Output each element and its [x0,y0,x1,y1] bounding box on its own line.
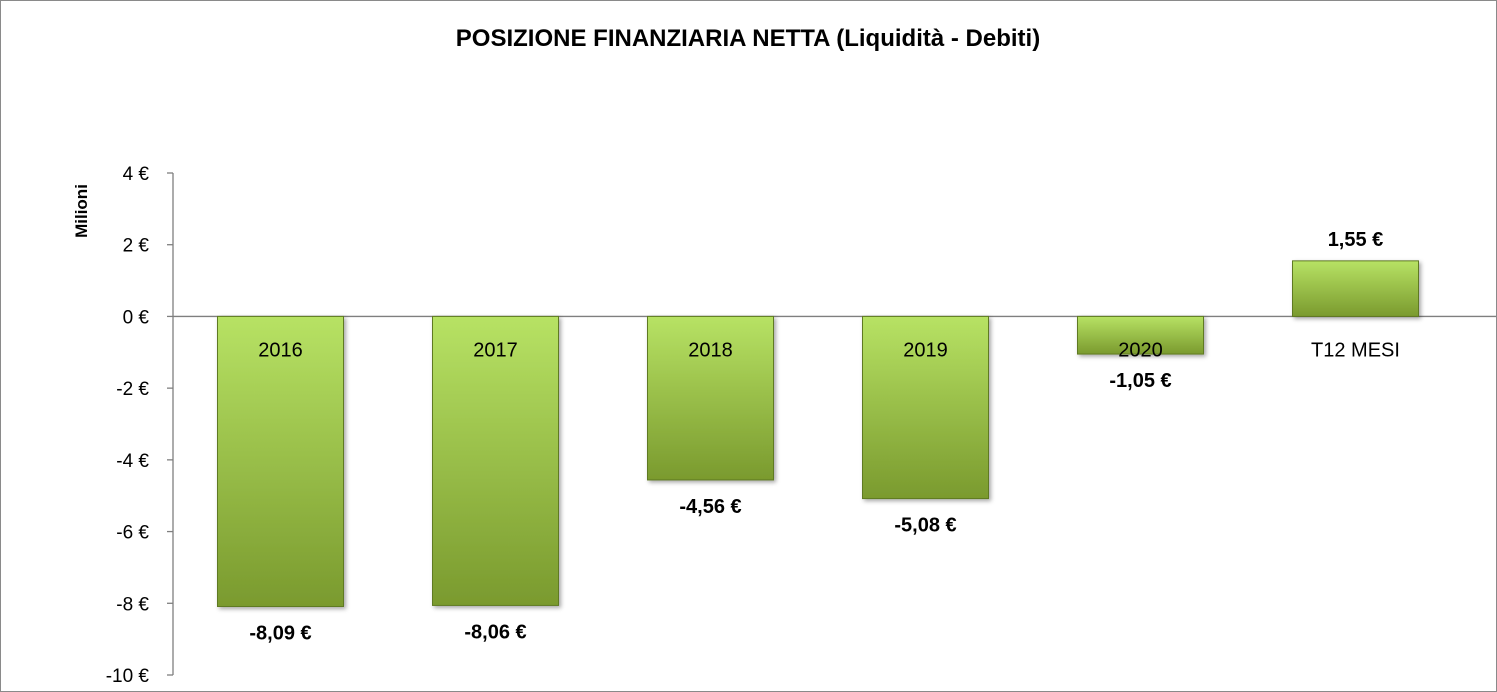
label-layer: 2016 -8,09 € 2017 -8,06 € 2018 -4,56 € 2019 -5,… [249,229,1400,645]
bar-t12-mesi [1292,260,1419,317]
y-tick-label: 4 € [123,164,150,185]
category-label: 2019 [903,339,948,361]
category-label: 2018 [688,339,733,361]
y-axis-label: Milioni [72,184,91,238]
bar-2020 [1077,315,1204,355]
category-label: T12 MESI [1311,339,1400,361]
bar-layer [217,260,1419,608]
data-label: 1,55 € [1328,229,1384,251]
y-tick-label: -10 € [106,666,150,687]
data-label: -5,08 € [894,515,956,537]
bar-2018 [647,315,774,481]
axis-layer: 4 € 2 € 0 € -2 € -4 € -6 € -8 € -10 € [106,164,1496,687]
data-label: -8,09 € [249,623,311,645]
y-tick-label: -2 € [116,379,149,400]
category-label: 2017 [473,339,518,361]
bar-2017 [432,315,559,606]
y-tick-label: -6 € [116,523,149,544]
y-tick-label: 2 € [123,236,150,257]
category-label: 2020 [1118,339,1163,361]
data-label: -8,06 € [464,621,526,643]
bar-2019 [862,315,989,500]
y-tick-label: -8 € [116,594,149,615]
chart-title: POSIZIONE FINANZIARIA NETTA (Liquidità -… [456,25,1040,52]
data-label: -1,05 € [1109,370,1171,392]
y-tick-label: -4 € [116,451,149,472]
y-tick-label: 0 € [123,307,150,328]
bar-2016 [217,315,344,608]
category-label: 2016 [258,339,303,361]
data-label: -4,56 € [679,496,741,518]
